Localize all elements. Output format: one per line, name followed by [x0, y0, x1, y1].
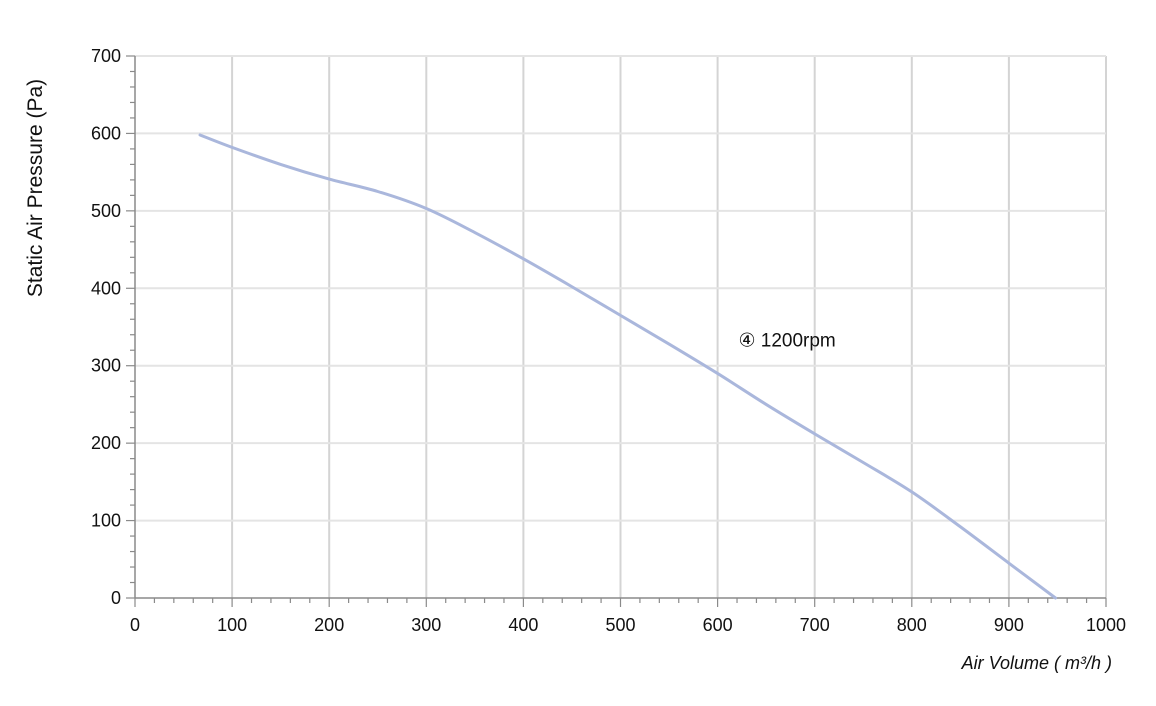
x-tick-label: 700 [800, 615, 830, 635]
y-tick-label: 600 [91, 123, 121, 143]
x-tick-label: 400 [508, 615, 538, 635]
series-line [198, 133, 1058, 600]
y-tick-label: 300 [91, 356, 121, 376]
x-tick-label: 0 [130, 615, 140, 635]
y-tick-label: 700 [91, 46, 121, 66]
y-axis-title: Static Air Pressure (Pa) [24, 79, 47, 297]
x-tick-label: 800 [897, 615, 927, 635]
y-tick-label: 500 [91, 201, 121, 221]
x-tick-label: 900 [994, 615, 1024, 635]
x-tick-label: 200 [314, 615, 344, 635]
series-annotation: ④ 1200rpm [738, 330, 835, 351]
x-tick-label: 100 [217, 615, 247, 635]
x-tick-label: 300 [411, 615, 441, 635]
y-tick-label: 400 [91, 278, 121, 298]
ticks [126, 55, 1107, 607]
x-tick-label: 500 [605, 615, 635, 635]
y-tick-label: 100 [91, 511, 121, 531]
x-tick-label: 600 [703, 615, 733, 635]
y-tick-label: 0 [111, 588, 121, 608]
x-tick-label: 1000 [1086, 615, 1126, 635]
tick-labels: 0 100 200 300 400 500 600 700 800 900 1000 0 100 200 3… [91, 46, 1126, 635]
x-axis-title: Air Volume ( m³/h ) [961, 653, 1112, 673]
grid [135, 55, 1107, 598]
y-tick-label: 200 [91, 433, 121, 453]
series-layer [198, 133, 1058, 600]
